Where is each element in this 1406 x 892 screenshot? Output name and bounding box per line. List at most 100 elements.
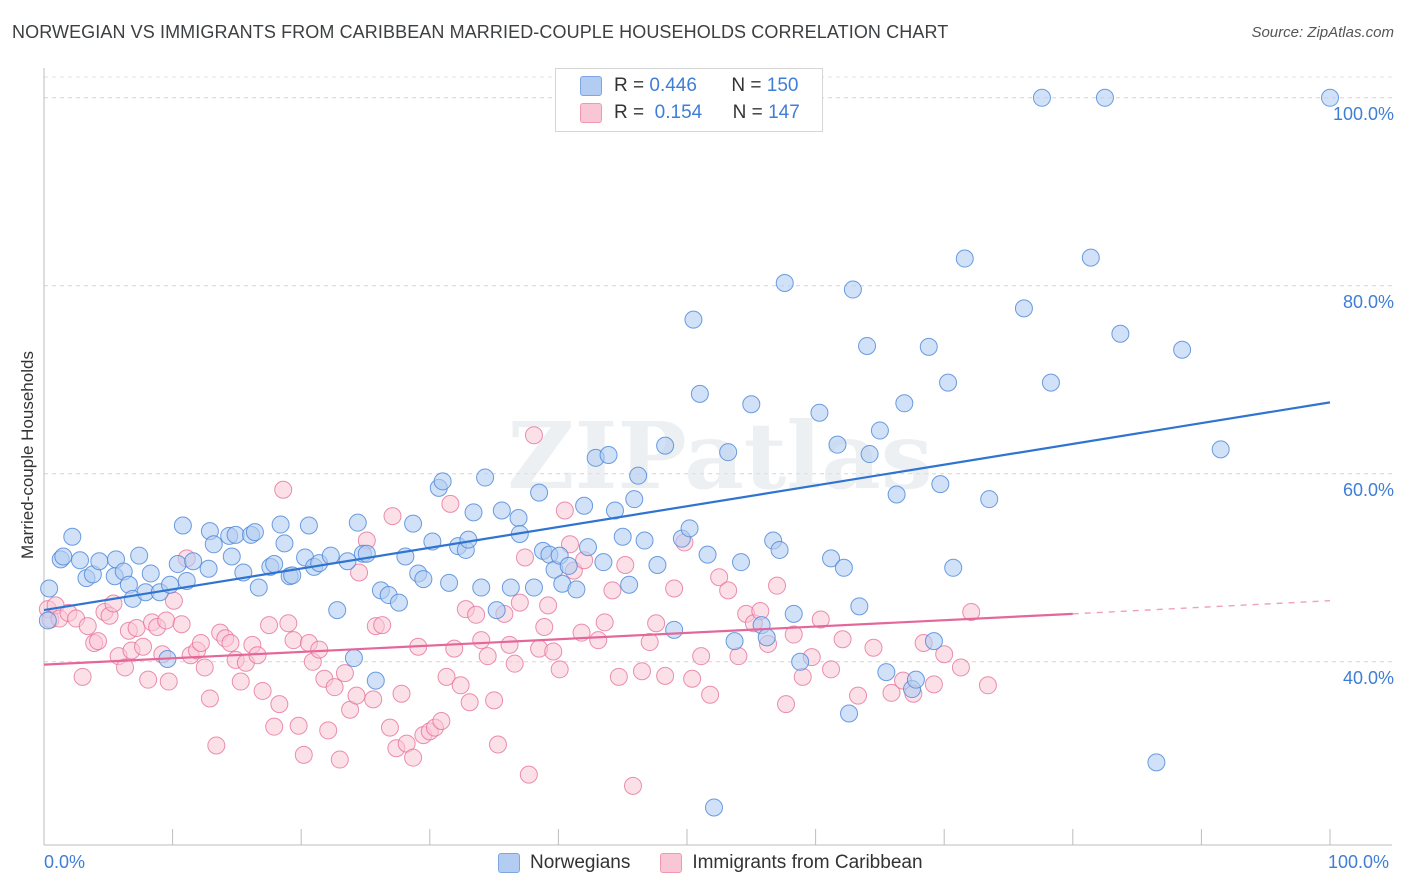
data-point-norwegians (625, 490, 644, 509)
data-point-norwegians (271, 515, 290, 534)
data-point-norwegians (719, 443, 738, 462)
data-point-caribbean (616, 555, 635, 574)
data-point-norwegians (578, 538, 597, 557)
data-point-norwegians (476, 468, 495, 487)
data-point-caribbean (274, 480, 293, 499)
data-point-norwegians (509, 508, 528, 527)
data-point-caribbean (822, 660, 841, 679)
data-point-norwegians (843, 280, 862, 299)
data-point-norwegians (648, 555, 667, 574)
data-point-caribbean (784, 625, 803, 644)
n-value-norwegians: 150 (766, 75, 799, 96)
data-point-norwegians (613, 527, 632, 546)
data-point-caribbean (833, 630, 852, 649)
data-point-caribbean (437, 667, 456, 686)
data-point-caribbean (284, 631, 303, 650)
data-point-norwegians (860, 445, 879, 464)
trend-line-caribbean-extension (1072, 600, 1331, 615)
data-point-norwegians (840, 704, 859, 723)
data-point-norwegians (1321, 88, 1339, 107)
data-point-norwegians (530, 483, 549, 502)
data-point-caribbean (978, 676, 997, 695)
data-point-caribbean (539, 596, 558, 615)
data-point-norwegians (725, 632, 744, 651)
data-point-norwegians (321, 546, 340, 565)
data-point-caribbean (221, 634, 240, 652)
data-point-norwegians (877, 663, 896, 682)
data-point-caribbean (632, 662, 651, 681)
data-point-norwegians (141, 564, 160, 583)
data-point-caribbean (544, 642, 563, 661)
data-point-caribbean (207, 736, 226, 755)
data-point-norwegians (567, 580, 586, 599)
data-point-caribbean (692, 647, 711, 666)
data-point-caribbean (656, 666, 675, 685)
data-point-norwegians (575, 496, 594, 515)
legend-item-caribbean[interactable]: Immigrants from Caribbean (660, 852, 923, 874)
data-point-norwegians (1147, 753, 1166, 772)
data-point-norwegians (665, 620, 684, 639)
data-point-caribbean (373, 616, 392, 635)
data-point-caribbean (279, 614, 298, 633)
data-point-caribbean (510, 593, 529, 612)
data-point-caribbean (710, 568, 729, 587)
data-point-norwegians (791, 652, 810, 671)
data-point-caribbean (550, 660, 569, 679)
data-point-norwegians (822, 549, 841, 568)
data-point-caribbean (253, 681, 272, 700)
data-point-norwegians (275, 534, 294, 553)
data-point-norwegians (366, 671, 385, 690)
r-label: R = (614, 102, 645, 123)
data-point-norwegians (906, 670, 925, 689)
data-point-caribbean (811, 610, 830, 629)
data-point-norwegians (955, 249, 974, 268)
data-point-norwegians (492, 501, 511, 520)
data-point-norwegians (328, 601, 347, 620)
data-point-norwegians (63, 527, 82, 546)
data-point-caribbean (89, 632, 108, 651)
data-point-norwegians (226, 525, 245, 544)
data-point-caribbean (195, 658, 214, 677)
data-point-norwegians (40, 579, 59, 598)
data-point-norwegians (757, 628, 776, 647)
data-point-caribbean (589, 631, 608, 650)
data-point-norwegians (472, 578, 491, 597)
data-point-caribbean (325, 678, 344, 697)
data-point-caribbean (555, 501, 574, 520)
data-point-norwegians (487, 601, 506, 620)
r-value-norwegians: 0.446 (649, 75, 697, 96)
data-point-norwegians (1095, 88, 1114, 107)
data-point-norwegians (635, 531, 654, 550)
legend-row-caribbean: R = 0.154 N = 147 (580, 100, 800, 126)
data-point-caribbean (849, 686, 868, 705)
data-point-norwegians (90, 552, 109, 571)
data-point-caribbean (768, 576, 787, 595)
data-point-norwegians (559, 556, 578, 575)
data-point-caribbean (78, 617, 97, 636)
data-point-norwegians (130, 546, 149, 565)
data-point-norwegians (1032, 88, 1051, 107)
data-point-caribbean (347, 686, 366, 705)
data-point-caribbean (935, 645, 954, 664)
data-point-caribbean (127, 618, 146, 637)
data-point-norwegians (919, 337, 938, 356)
data-point-norwegians (348, 513, 367, 532)
x-tick-min: 0.0% (44, 852, 86, 872)
data-point-caribbean (683, 669, 702, 688)
data-point-norwegians (887, 485, 906, 504)
data-point-caribbean (116, 658, 135, 677)
data-point-norwegians (705, 798, 724, 817)
n-label: N = (732, 102, 763, 123)
data-point-norwegians (775, 273, 794, 292)
data-point-norwegians (265, 555, 284, 574)
data-point-caribbean (159, 672, 178, 691)
data-point-caribbean (134, 637, 153, 656)
chart-title: NORWEGIAN VS IMMIGRANTS FROM CARIBBEAN M… (12, 22, 949, 42)
data-point-norwegians (1014, 299, 1033, 318)
data-point-caribbean (729, 647, 748, 666)
legend-item-norwegians[interactable]: Norwegians (498, 852, 630, 874)
data-point-caribbean (524, 426, 543, 445)
data-point-norwegians (38, 611, 57, 630)
data-point-norwegians (204, 535, 223, 554)
